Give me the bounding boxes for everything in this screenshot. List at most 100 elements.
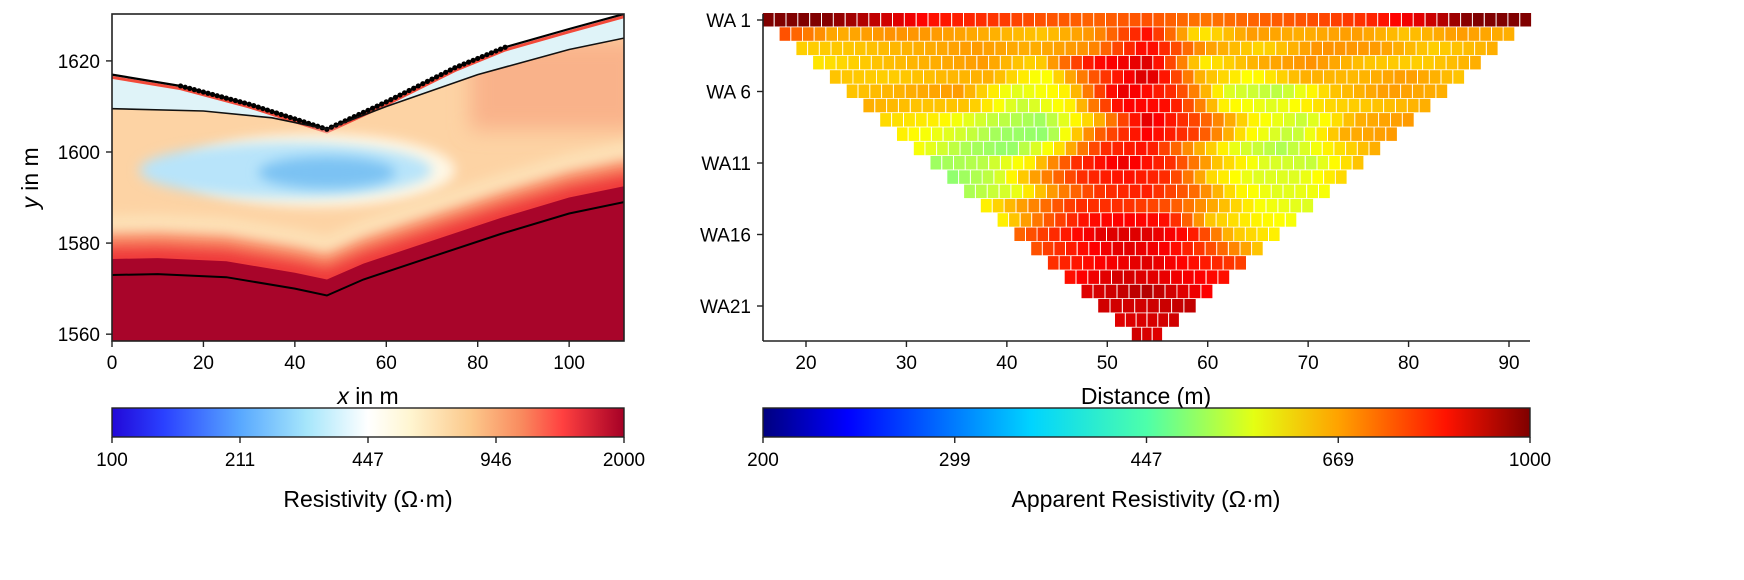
pseudosection-cell	[1468, 27, 1480, 41]
pseudosection-cell	[1076, 70, 1088, 84]
pseudosection-cell	[1106, 84, 1117, 98]
pseudosection-cell	[908, 127, 920, 141]
pseudosection-cell	[1228, 241, 1240, 256]
pseudosection-cell	[1372, 98, 1384, 113]
apparent-resistivity-colorbar-label: Apparent Resistivity (Ω·m)	[1012, 486, 1281, 512]
pseudosection-cell	[1152, 327, 1163, 342]
x-tick-label: 60	[1197, 353, 1218, 374]
pseudosection-cell	[1094, 256, 1106, 270]
pseudosection-cell	[1182, 213, 1193, 227]
pseudosection-cell	[1106, 184, 1117, 199]
pseudosection-cell	[1041, 70, 1053, 84]
pseudosection-cell	[1011, 84, 1023, 98]
pseudosection-cell	[1236, 184, 1247, 199]
pseudosection-cell	[1026, 227, 1037, 241]
pseudosection-cell	[863, 98, 875, 113]
pseudosection-cell	[1118, 256, 1129, 270]
pseudosection-cell	[1399, 55, 1411, 70]
pseudosection-cell	[1118, 27, 1129, 41]
pseudosection-cell	[1264, 41, 1276, 56]
pseudosection-cell	[999, 184, 1011, 199]
pseudosection-cell	[1199, 127, 1211, 141]
pseudosection-cell	[1124, 41, 1135, 56]
pseudosection-cell	[1135, 170, 1147, 184]
pseudosection-cell	[846, 84, 858, 98]
pseudosection-cell	[1024, 27, 1036, 41]
pseudosection-cell	[1307, 13, 1318, 27]
pseudosection-cell	[1188, 127, 1199, 141]
pseudosection-cell	[1355, 113, 1367, 127]
electrode-marker	[287, 114, 293, 121]
pseudosection-cell	[1165, 256, 1176, 270]
pseudosection-cell	[913, 141, 925, 156]
pseudosection-cell	[1194, 170, 1206, 184]
pseudosection-cell	[1294, 55, 1305, 70]
pseudosection-cell	[993, 98, 1005, 113]
pseudosection-row	[897, 127, 1397, 141]
pseudosection-cell	[1153, 113, 1165, 127]
pseudosection-cell	[774, 13, 786, 27]
pseudosection-cell	[1264, 141, 1275, 156]
pseudosection-cell	[1135, 41, 1147, 56]
pseudosection-cell	[1377, 84, 1389, 98]
pseudosection-cell	[1389, 84, 1401, 98]
pseudosection-cell	[1307, 184, 1318, 199]
pseudosection-cell	[1129, 55, 1141, 70]
pseudosection-cell	[1165, 84, 1176, 98]
pseudosection-cell	[943, 27, 954, 41]
pseudosection-cell	[1463, 41, 1475, 56]
pseudosection-cell	[1290, 198, 1302, 213]
pseudosection-cell	[1343, 113, 1355, 127]
pseudosection-cell	[1112, 41, 1123, 56]
pseudosection-cell	[1036, 27, 1048, 41]
pseudosection-cell	[987, 113, 998, 127]
pseudosection-cell	[1115, 313, 1125, 327]
resistivity-mesh	[112, 14, 624, 341]
pseudosection-cell	[1123, 70, 1135, 84]
pseudosection-row	[1047, 256, 1246, 270]
electrode-marker	[177, 83, 184, 89]
electrode-marker	[374, 103, 380, 109]
pseudosection-cell	[1098, 299, 1110, 313]
pseudosection-cell	[1301, 98, 1313, 113]
pseudosection-cell	[1042, 41, 1053, 56]
pseudosection-cell	[1035, 13, 1046, 27]
pseudosection-cell	[1047, 256, 1059, 270]
pseudosection-cell	[1240, 241, 1252, 256]
pseudosection-cell	[970, 170, 982, 184]
pseudosection-cell	[1065, 141, 1077, 156]
pseudosection-cell	[1009, 213, 1020, 227]
pseudosection-cell	[880, 113, 892, 127]
pseudosection-cell	[893, 13, 904, 27]
pseudosection-cell	[1282, 156, 1293, 170]
pseudosection-cell	[964, 84, 976, 98]
lower-boundary-line	[112, 201, 624, 297]
pseudosection-cell	[1177, 13, 1188, 27]
pseudosection-cell	[1364, 55, 1376, 70]
pseudosection-cell	[1100, 70, 1112, 84]
pseudosection-cell	[1071, 55, 1082, 70]
pseudosection-cell	[1234, 227, 1245, 241]
pseudosection-cell	[1171, 170, 1182, 184]
electrode-marker	[383, 99, 389, 105]
pseudosection-cell	[1176, 156, 1188, 170]
pseudosection-cell	[1241, 41, 1252, 56]
pseudosection-cell	[1129, 184, 1141, 199]
pseudosection-cell	[1012, 55, 1024, 70]
pseudosection-row	[1031, 241, 1263, 256]
pseudosection-cell	[947, 170, 959, 184]
electrode-marker	[365, 107, 371, 113]
pseudosection-cell	[1299, 41, 1311, 56]
pseudosection-cell	[1159, 41, 1170, 56]
pseudosection-cell	[1110, 299, 1122, 313]
pseudosection-cell	[865, 70, 876, 84]
pseudosection-cell	[1071, 256, 1083, 270]
pseudosection-cell	[1245, 227, 1257, 241]
pseudosection-cell	[940, 13, 952, 27]
pseudosection-cell	[1199, 227, 1211, 241]
pseudosection-cell	[1317, 55, 1329, 70]
pseudosection-row	[930, 156, 1364, 170]
pseudosection-cell	[1165, 55, 1176, 70]
pseudosection-cell	[1106, 256, 1118, 270]
pseudosection-cell	[1129, 84, 1141, 98]
